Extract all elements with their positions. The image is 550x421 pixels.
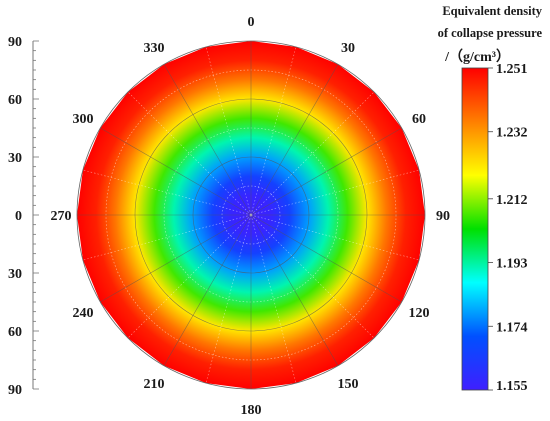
grid-spoke bbox=[163, 64, 252, 216]
grid-spoke bbox=[250, 214, 402, 303]
angle-tick-label: 270 bbox=[51, 209, 72, 224]
grid-spoke bbox=[250, 214, 420, 261]
colorbar-tick-label: 1.193 bbox=[496, 257, 528, 272]
grid-spoke bbox=[250, 91, 375, 216]
angle-tick-label: 90 bbox=[436, 209, 450, 224]
grid-spoke bbox=[250, 214, 339, 366]
polar-outer-circle bbox=[76, 40, 426, 390]
colorbar-title-line-3: /（g/cm³） bbox=[445, 50, 510, 65]
radial-tick-label: 60 bbox=[8, 93, 22, 108]
angle-tick-label: 210 bbox=[144, 377, 165, 392]
radial-tick-label: 30 bbox=[8, 267, 22, 282]
colorbar-title-line-1: Equivalent density bbox=[442, 4, 542, 18]
angle-tick-label: 180 bbox=[241, 403, 262, 418]
grid-spoke bbox=[127, 214, 252, 339]
grid-spoke bbox=[250, 214, 297, 384]
grid-spoke bbox=[250, 64, 339, 216]
angle-tick-label: 60 bbox=[412, 112, 426, 127]
grid-spoke bbox=[205, 46, 252, 216]
colorbar-tick-label: 1.232 bbox=[496, 126, 528, 141]
polar-plot-area: 0 30 60 90 120 150 180 210 240 270 300 330 bbox=[51, 15, 451, 418]
grid-spoke bbox=[163, 214, 252, 366]
radial-tick-label: 0 bbox=[15, 209, 22, 224]
radial-axis: 90 60 30 0 30 60 90 bbox=[8, 35, 39, 398]
polar-grid bbox=[77, 41, 425, 389]
angle-tick-label: 330 bbox=[144, 41, 165, 56]
colorbar-tick-label: 1.174 bbox=[496, 320, 528, 335]
colorbar-tick-label: 1.155 bbox=[496, 379, 528, 394]
angle-tick-label: 0 bbox=[248, 15, 255, 30]
colorbar-title-line-2: of collapse pressure bbox=[437, 26, 542, 40]
radial-tick-label: 60 bbox=[8, 325, 22, 340]
colorbar-title: of collapse pressure bbox=[438, 26, 542, 41]
grid-spoke bbox=[250, 169, 420, 216]
angle-tick-label: 240 bbox=[73, 306, 94, 321]
grid-spoke bbox=[250, 214, 375, 339]
grid-spoke bbox=[127, 91, 252, 216]
grid-spoke bbox=[250, 127, 402, 216]
grid-spoke bbox=[205, 214, 252, 384]
radial-tick-label: 90 bbox=[8, 35, 22, 50]
grid-spoke bbox=[100, 127, 252, 216]
angle-tick-label: 150 bbox=[338, 377, 359, 392]
colorbar-title: Equivalent density bbox=[442, 4, 542, 19]
angle-tick-label: 30 bbox=[341, 41, 355, 56]
radial-tick-label: 90 bbox=[8, 383, 22, 398]
colorbar-title: /（g/cm³） bbox=[445, 46, 510, 66]
angle-tick-label: 300 bbox=[73, 112, 94, 127]
colorbar-tick-label: 1.251 bbox=[496, 62, 528, 77]
grid-spoke bbox=[100, 214, 252, 303]
grid-spoke bbox=[82, 169, 252, 216]
angle-tick-label: 120 bbox=[409, 306, 430, 321]
colorbar: 1.251 1.232 1.212 1.193 1.174 1.155 bbox=[461, 62, 528, 394]
colorbar-tick-label: 1.212 bbox=[496, 193, 528, 208]
grid-spoke bbox=[250, 46, 297, 216]
radial-tick-label: 30 bbox=[8, 151, 22, 166]
colorbar-bar bbox=[461, 67, 489, 391]
grid-spoke bbox=[82, 214, 252, 261]
